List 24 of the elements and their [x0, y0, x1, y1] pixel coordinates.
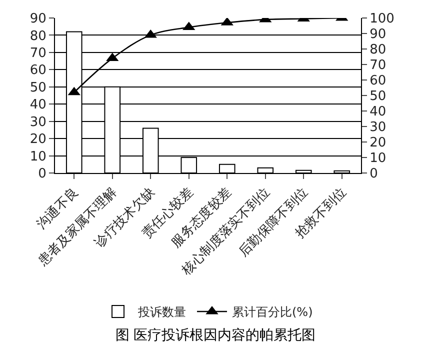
y2-tick-label: 100 — [370, 12, 394, 27]
y2-tick-label: 90 — [370, 27, 386, 42]
y-tick-label: 80 — [30, 28, 46, 44]
y-tick-label: 40 — [30, 98, 46, 113]
y-tick-label: 70 — [30, 46, 46, 61]
y2-tick-label: 40 — [370, 104, 386, 120]
y2-tick-label: 20 — [370, 136, 386, 151]
y-tick-label: 50 — [30, 80, 46, 96]
y2-tick-label: 30 — [370, 120, 386, 136]
y-tick-label: 90 — [30, 12, 46, 27]
y-tick-label: 0 — [38, 166, 46, 182]
y-tick-label: 20 — [30, 132, 46, 148]
y2-tick-label: 70 — [370, 58, 386, 74]
y-tick-label: 10 — [30, 149, 46, 164]
y2-tick-label: 10 — [370, 151, 386, 166]
y2-tick-label: 60 — [370, 74, 386, 89]
text: 图 医疗投诉根因内容的帕累托图 — [115, 328, 316, 343]
y2-tick-label: 0 — [370, 166, 378, 182]
y2-tick-label: 50 — [370, 89, 386, 104]
y-tick-label: 60 — [30, 63, 46, 78]
legend-label: 投诉数量 — [137, 305, 186, 320]
y-tick-label: 30 — [30, 114, 46, 130]
legend-label: 累计百分比(%) — [232, 305, 313, 320]
y2-tick-label: 80 — [370, 42, 386, 58]
